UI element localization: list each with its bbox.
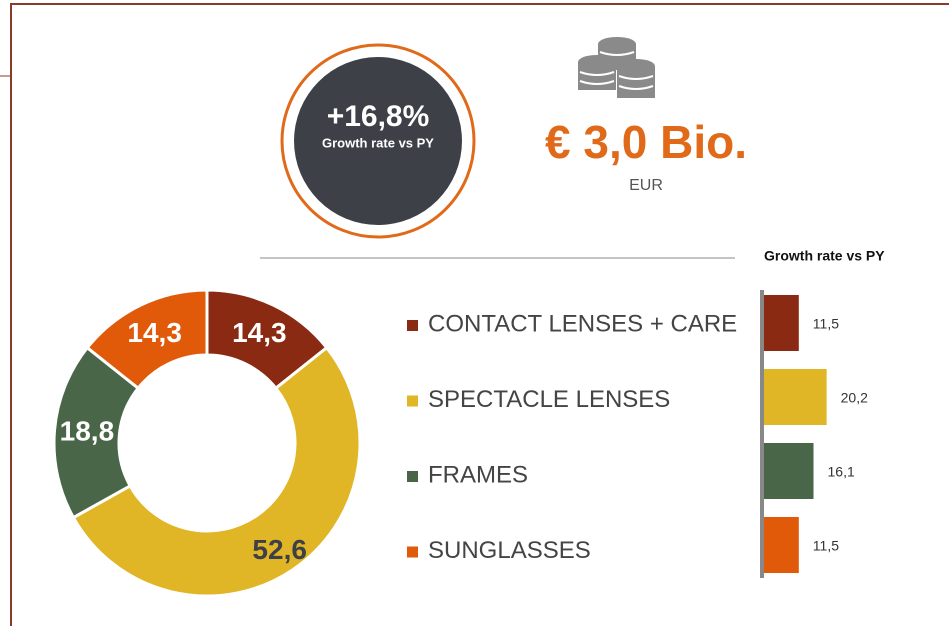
kpi-ring [280, 43, 476, 239]
growth-value: +16,8% [327, 100, 430, 133]
donut-segment [85, 288, 209, 391]
frame [10, 3, 949, 626]
bar-chart-title: Growth rate vs PY [764, 248, 885, 264]
bar [762, 443, 814, 499]
kpi-circle [294, 57, 462, 225]
bar-value-label: 11,5 [813, 538, 839, 554]
legend-swatch [407, 471, 418, 482]
growth-caption: Growth rate vs PY [322, 135, 434, 150]
bar [762, 295, 799, 351]
legend-label: FRAMES [428, 461, 528, 488]
coins-lines [579, 51, 654, 90]
legend-swatch [407, 320, 418, 331]
legend-label: SPECTACLE LENSES [428, 386, 670, 413]
amount-unit: EUR [629, 177, 663, 194]
segment-label: 14,3 [127, 317, 182, 348]
legend-swatch [407, 546, 418, 558]
legend-swatch [407, 395, 418, 407]
bar-value-label: 20,2 [841, 390, 868, 406]
bar [762, 369, 827, 425]
bar [762, 517, 799, 573]
amount: € 3,0 Bio. [545, 116, 747, 168]
donut-segment [71, 345, 362, 598]
bar-value-label: 16,1 [828, 464, 855, 480]
segment-label: 52,6 [252, 534, 307, 565]
legend-label: CONTACT LENSES + CARE [428, 310, 737, 337]
legend-label: SUNGLASSES [428, 537, 591, 564]
bar-value-label: 11,5 [813, 316, 839, 332]
segment-label: 18,8 [60, 416, 115, 447]
segment-label: 14,3 [232, 317, 287, 348]
